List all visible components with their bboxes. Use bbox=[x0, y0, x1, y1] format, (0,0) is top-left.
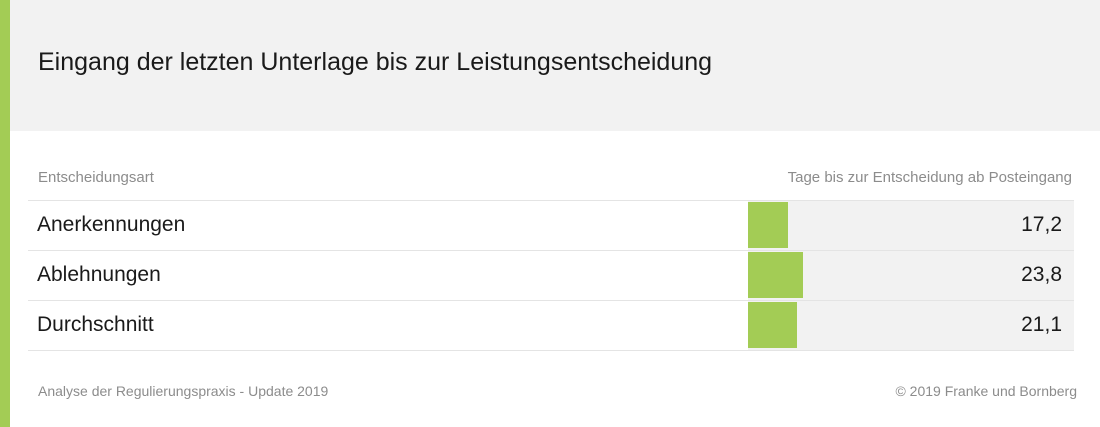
bar-track: 17,2 bbox=[748, 201, 1074, 250]
accent-stripe bbox=[0, 0, 10, 427]
data-label: 23,8 bbox=[1021, 263, 1062, 286]
chart-header: Eingang der letzten Unterlage bis zur Le… bbox=[10, 0, 1100, 131]
bar-track: 23,8 bbox=[748, 251, 1074, 300]
bar bbox=[748, 202, 788, 248]
value-column-header: Tage bis zur Entscheidung ab Posteingang bbox=[787, 169, 1072, 186]
category-column-header: Entscheidungsart bbox=[38, 169, 154, 186]
category-label: Ablehnungen bbox=[37, 263, 161, 286]
table-row: Durchschnitt 21,1 bbox=[28, 300, 1074, 351]
category-label: Anerkennungen bbox=[37, 213, 186, 236]
source-note: Analyse der Regulierungspraxis - Update … bbox=[38, 383, 329, 399]
table-row: Anerkennungen 17,2 bbox=[28, 200, 1074, 250]
chart-title: Eingang der letzten Unterlage bis zur Le… bbox=[38, 48, 713, 76]
category-label: Durchschnitt bbox=[37, 313, 154, 336]
table-row: Ablehnungen 23,8 bbox=[28, 250, 1074, 300]
copyright-note: © 2019 Franke und Bornberg bbox=[895, 383, 1077, 399]
bar-track: 21,1 bbox=[748, 301, 1074, 350]
data-label: 21,1 bbox=[1021, 313, 1062, 336]
bar bbox=[748, 302, 797, 348]
data-label: 17,2 bbox=[1021, 213, 1062, 236]
bar bbox=[748, 252, 803, 298]
